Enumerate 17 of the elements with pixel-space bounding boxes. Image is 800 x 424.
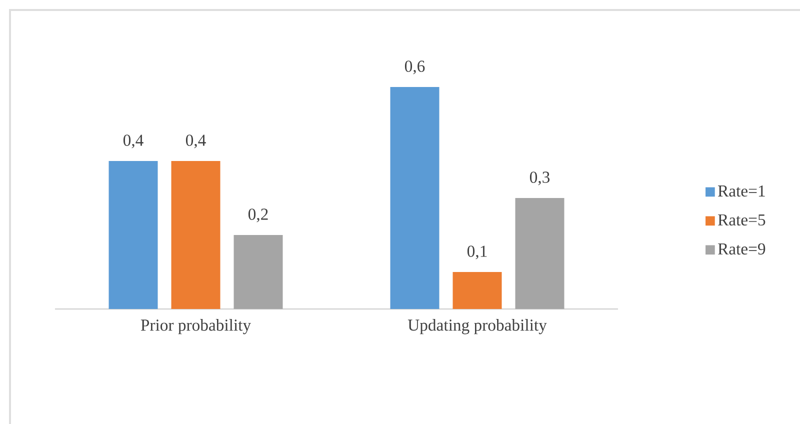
data-label: 0,1: [467, 246, 487, 260]
legend-label: Rate=1: [718, 185, 765, 197]
bar: [108, 160, 158, 309]
data-label: 0,3: [530, 172, 550, 186]
data-label: 0,6: [404, 60, 425, 74]
x-tick-label: Updating probability: [408, 319, 547, 334]
bar: [234, 234, 283, 309]
bar: [452, 272, 502, 309]
legend-label: Rate=9: [718, 243, 766, 255]
legend-label: Rate=5: [718, 214, 766, 226]
data-label: 0,2: [248, 208, 268, 222]
data-label: 0,4: [186, 134, 206, 148]
x-tick-label: Prior probability: [140, 319, 251, 334]
bar: [390, 86, 440, 309]
bar: [515, 198, 564, 309]
bar: [171, 160, 220, 309]
data-label: 0,4: [123, 134, 144, 148]
